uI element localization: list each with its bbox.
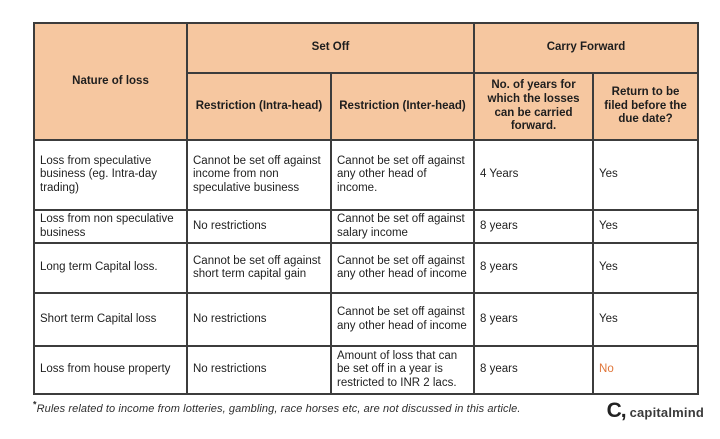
- footnote: *Rules related to income from lotteries,…: [33, 400, 578, 415]
- header-return-due-date: Return to be filed before the due date?: [592, 72, 700, 141]
- cell-nature: Short term Capital loss: [33, 292, 188, 348]
- cell-restriction-intra: Cannot be set off against income from no…: [186, 139, 332, 211]
- cell-restriction-intra: No restrictions: [186, 292, 332, 348]
- footnote-asterisk: *: [33, 399, 37, 410]
- header-carry-forward: Carry Forward: [473, 22, 700, 74]
- cell-nature: Loss from non speculative business: [33, 208, 188, 245]
- cell-nature: Long term Capital loss.: [33, 242, 188, 295]
- cell-return-filed: Yes: [592, 139, 700, 211]
- cell-return-filed: Yes: [592, 208, 700, 245]
- cell-carry-years: 4 Years: [473, 139, 595, 211]
- cell-carry-years: 8 years: [473, 345, 595, 396]
- capitalmind-logo-mark-icon: C,: [606, 399, 627, 422]
- cell-return-filed-no: No: [592, 345, 700, 396]
- header-restriction-intra-head: Restriction (Intra-head): [186, 72, 332, 141]
- capitalmind-logo: C, capitalmind: [607, 399, 704, 423]
- table-row-long-term-capital-loss: Long term Capital loss. Cannot be set of…: [33, 242, 700, 295]
- table-row-house-property: Loss from house property No restrictions…: [33, 345, 700, 396]
- cell-return-filed: Yes: [592, 242, 700, 295]
- header-restriction-inter-head: Restriction (Inter-head): [329, 72, 476, 141]
- header-set-off: Set Off: [185, 22, 476, 74]
- header-row-groups: Nature of loss Set Off Carry Forward: [33, 22, 700, 141]
- footnote-text: Rules related to income from lotteries, …: [36, 403, 521, 415]
- loss-setoff-carryforward-table: Nature of loss Set Off Carry Forward Res…: [33, 22, 700, 396]
- cell-nature: Loss from house property: [33, 345, 188, 396]
- capitalmind-logo-text: capitalmind: [629, 405, 704, 420]
- cell-carry-years: 8 years: [473, 242, 595, 295]
- loss-table-container: Nature of loss Set Off Carry Forward Res…: [33, 22, 700, 396]
- header-carry-years: No. of years for which the losses can be…: [473, 72, 595, 141]
- cell-restriction-inter: Cannot be set off against any other head…: [329, 292, 476, 348]
- table-row-non-speculative-business: Loss from non speculative business No re…: [33, 208, 700, 245]
- cell-restriction-intra: No restrictions: [186, 208, 332, 245]
- cell-restriction-intra: Cannot be set off against short term cap…: [186, 242, 332, 295]
- cell-carry-years: 8 years: [473, 208, 595, 245]
- cell-return-filed: Yes: [592, 292, 700, 348]
- cell-restriction-inter: Cannot be set off against salary income: [329, 208, 476, 245]
- header-nature-of-loss: Nature of loss: [33, 22, 188, 141]
- cell-restriction-intra: No restrictions: [186, 345, 332, 396]
- cell-restriction-inter: Amount of loss that can be set off in a …: [329, 345, 476, 396]
- cell-nature: Loss from speculative business (eg. Intr…: [33, 139, 188, 211]
- table-row-speculative-business: Loss from speculative business (eg. Intr…: [33, 139, 700, 211]
- cell-carry-years: 8 years: [473, 292, 595, 348]
- cell-restriction-inter: Cannot be set off against any other head…: [329, 139, 476, 211]
- header-row-subheads: Restriction (Intra-head) Restriction (In…: [34, 72, 700, 141]
- table-row-short-term-capital-loss: Short term Capital loss No restrictions …: [33, 292, 700, 348]
- cell-restriction-inter: Cannot be set off against any other head…: [329, 242, 476, 295]
